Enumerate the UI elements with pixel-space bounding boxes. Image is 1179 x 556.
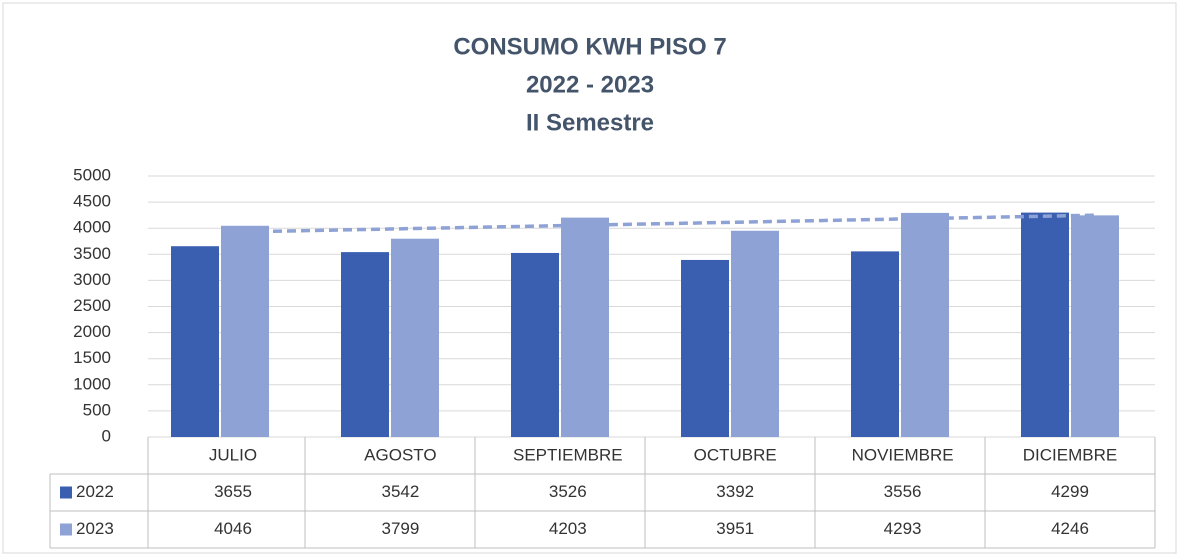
- table-value: 3542: [381, 482, 419, 501]
- x-tick-label: DICIEMBRE: [1023, 445, 1117, 464]
- bar: [681, 259, 729, 437]
- table-value: 4246: [1051, 519, 1089, 538]
- legend-label: 2023: [76, 519, 114, 538]
- y-tick-label: 3500: [73, 244, 111, 263]
- trendline: [244, 213, 1096, 234]
- table-value: 4299: [1051, 482, 1089, 501]
- bar: [731, 230, 779, 437]
- x-tick-label: NOVIEMBRE: [852, 445, 954, 464]
- bar: [511, 252, 559, 437]
- table-value: 4293: [884, 519, 922, 538]
- x-tick-label: AGOSTO: [364, 445, 436, 464]
- y-tick-label: 3000: [73, 270, 111, 289]
- x-tick-label: JULIO: [209, 445, 257, 464]
- table-value: 3799: [381, 519, 419, 538]
- chart-title: 2022 - 2023: [526, 71, 654, 98]
- y-tick-label: 2000: [73, 322, 111, 341]
- bar: [1071, 215, 1119, 437]
- bar: [1021, 212, 1069, 437]
- bar: [391, 238, 439, 437]
- y-tick-label: 2500: [73, 296, 111, 315]
- bar: [171, 246, 219, 437]
- table-value: 3392: [716, 482, 754, 501]
- legend-swatch: [60, 486, 72, 499]
- bar: [901, 212, 949, 437]
- bar: [851, 251, 899, 437]
- chart-title: CONSUMO KWH PISO 7: [453, 33, 726, 60]
- legend-swatch: [60, 523, 72, 536]
- y-tick-label: 1500: [73, 348, 111, 367]
- y-tick-label: 0: [102, 426, 111, 445]
- y-tick-label: 1000: [73, 374, 111, 393]
- table-value: 3526: [549, 482, 587, 501]
- bar: [221, 225, 269, 437]
- bar: [561, 217, 609, 437]
- table-value: 3655: [214, 482, 252, 501]
- y-tick-label: 5000: [73, 165, 111, 184]
- y-tick-label: 4500: [73, 192, 111, 211]
- chart-title: II Semestre: [526, 109, 654, 136]
- y-tick-label: 500: [83, 400, 111, 419]
- x-tick-label: SEPTIEMBRE: [513, 445, 623, 464]
- table-value: 4203: [549, 519, 587, 538]
- y-tick-label: 4000: [73, 218, 111, 237]
- legend-label: 2022: [76, 482, 114, 501]
- table-value: 3951: [716, 519, 754, 538]
- table-value: 4046: [214, 519, 252, 538]
- table-value: 3556: [884, 482, 922, 501]
- bar: [341, 252, 389, 437]
- x-tick-label: OCTUBRE: [694, 445, 777, 464]
